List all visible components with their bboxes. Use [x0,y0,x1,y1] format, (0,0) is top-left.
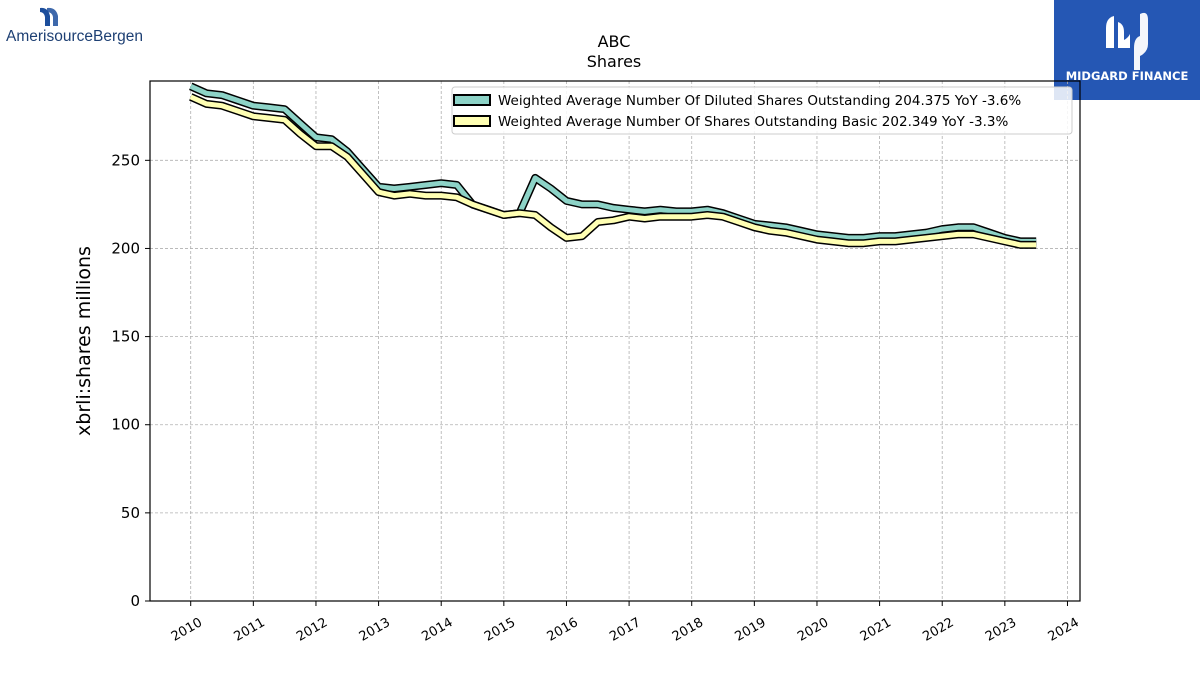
chart-subtitle: Shares [587,52,642,71]
y-tick-label: 0 [130,592,140,610]
y-tick-label: 100 [111,416,140,434]
x-tick-label: 2021 [858,615,894,645]
series-1-line [189,84,1037,244]
x-tick-label: 2013 [357,615,393,645]
legend-label-2: Weighted Average Number Of Shares Outsta… [498,114,1009,130]
x-tick-label: 2010 [169,615,205,645]
x-tick-label: 2024 [1046,615,1082,645]
x-tick-label: 2022 [920,615,956,645]
amerisourcebergen-logo: AmerisourceBergen [6,7,143,45]
x-tick-label: 2014 [419,615,455,645]
x-tick-label: 2020 [795,615,831,645]
legend-swatch-1 [453,94,491,106]
x-tick-label: 2019 [733,615,769,645]
series-layer [189,82,1037,249]
series-2-line [189,94,1037,248]
x-tick-label: 2011 [232,615,268,645]
grid-lines [150,81,1080,602]
legend: Weighted Average Number Of Diluted Share… [451,86,1073,135]
amerisourcebergen-logo-text: AmerisourceBergen [6,28,143,45]
x-tick-label: 2016 [545,615,581,645]
y-tick-label: 200 [111,239,140,257]
chart-title: ABC [598,32,631,51]
midgard-finance-logo: MIDGARD FINANCE [1054,0,1200,100]
x-tick-label: 2023 [983,615,1019,645]
x-tick-label: 2015 [482,615,518,645]
amerisourcebergen-logo-mark [40,7,58,27]
y-tick-label: 50 [121,504,140,522]
midgard-finance-logo-mark [1106,12,1148,70]
legend-label-1: Weighted Average Number Of Diluted Share… [498,93,1021,109]
midgard-finance-logo-text: MIDGARD FINANCE [1066,69,1189,83]
x-tick-label: 2018 [670,615,706,645]
plot-frame [149,80,1081,602]
x-tick-label: 2017 [607,615,643,645]
legend-swatch-2 [453,115,491,127]
y-tick-label: 150 [111,328,140,346]
x-tick-label: 2012 [294,615,330,645]
y-axis-label: xbrli:shares millions [73,246,95,436]
y-tick-label: 250 [111,151,140,169]
legend-box [451,86,1073,135]
